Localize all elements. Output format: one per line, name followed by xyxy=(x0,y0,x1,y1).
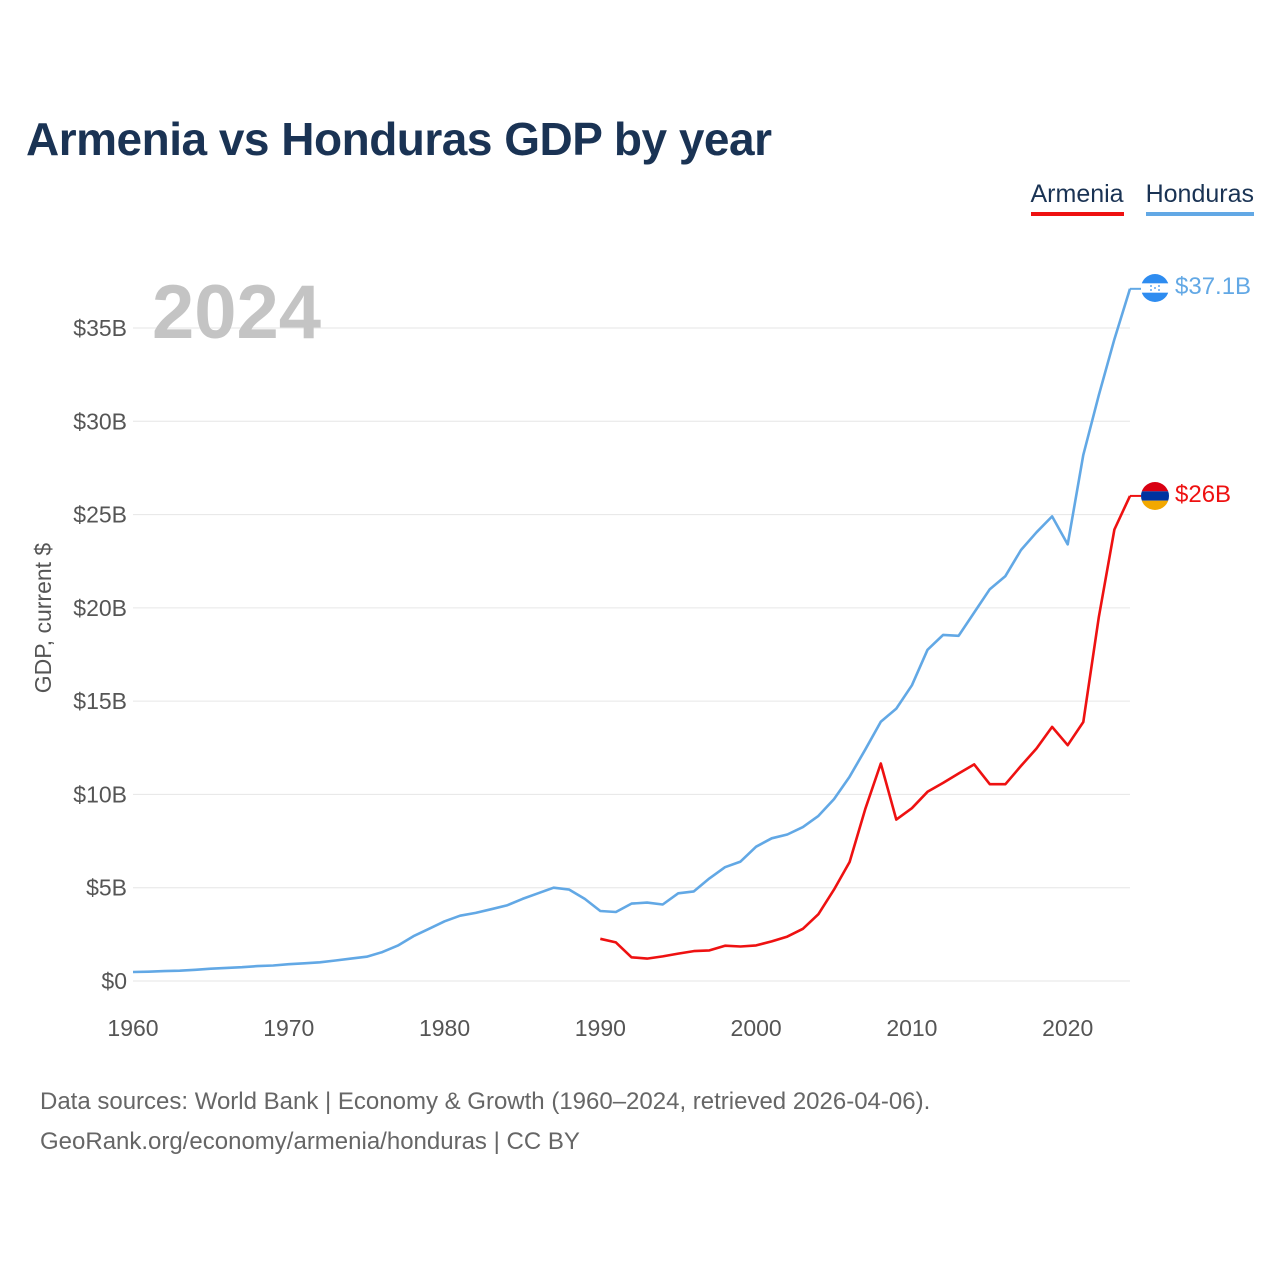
honduras-line[interactable] xyxy=(132,288,1132,974)
y-tick-label: $30B xyxy=(73,408,127,434)
y-tick-label: $25B xyxy=(73,502,127,528)
y-tick-label: $5B xyxy=(86,875,127,901)
x-tick-label: 1980 xyxy=(419,1015,470,1041)
y-tick-label: $0 xyxy=(101,968,127,994)
x-tick-label: 1960 xyxy=(107,1015,158,1041)
honduras-end-value: $37.1B xyxy=(1175,273,1251,300)
armenia-end-value: $26B xyxy=(1175,481,1231,508)
gridlines xyxy=(133,327,1130,982)
y-tick-label: $10B xyxy=(73,781,127,807)
y-tick-label: $15B xyxy=(73,688,127,714)
end-markers: $37.1B $26B xyxy=(1141,273,1251,510)
source-note: Data sources: World Bank | Economy & Gro… xyxy=(40,1088,931,1115)
legend-item-armenia[interactable]: Armenia xyxy=(1030,180,1124,216)
armenia-line[interactable] xyxy=(600,495,1132,960)
y-axis: $0 $5B $10B $15B $20B $25B $30B $35B xyxy=(73,315,127,994)
chart-title: Armenia vs Honduras GDP by year xyxy=(26,113,772,165)
y-tick-label: $20B xyxy=(73,595,127,621)
legend-item-honduras[interactable]: Honduras xyxy=(1145,180,1254,216)
footer: Data sources: World Bank | Economy & Gro… xyxy=(40,1082,930,1162)
y-axis-title: GDP, current $ xyxy=(30,543,56,694)
x-tick-label: 1970 xyxy=(263,1015,314,1041)
x-axis: 1960 1970 1980 1990 2000 2010 2020 xyxy=(107,1015,1093,1041)
x-tick-label: 2000 xyxy=(731,1015,782,1041)
x-tick-label: 2010 xyxy=(886,1015,937,1041)
honduras-flag-icon xyxy=(1141,274,1169,302)
legend: Armenia Honduras xyxy=(1030,180,1254,216)
armenia-flag-icon xyxy=(1141,482,1169,510)
series-layer xyxy=(132,287,1141,974)
year-overlay: 2024 xyxy=(152,270,321,355)
x-tick-label: 2020 xyxy=(1042,1015,1093,1041)
y-tick-label: $35B xyxy=(73,315,127,341)
source-url: GeoRank.org/economy/armenia/honduras | C… xyxy=(40,1128,580,1155)
x-tick-label: 1990 xyxy=(575,1015,626,1041)
